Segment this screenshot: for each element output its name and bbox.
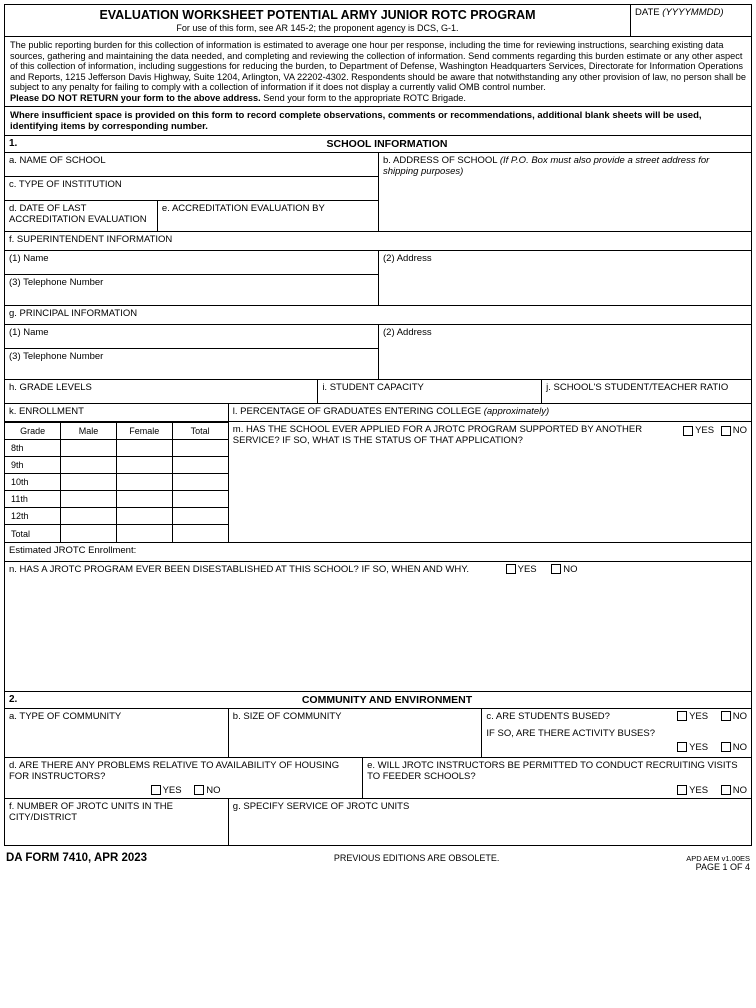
enrollment-table: Grade Male Female Total 8th 9th 10th 11t… [5,422,228,542]
checkbox-1n-yes[interactable] [506,564,516,574]
field-1h[interactable]: h. GRADE LEVELS [5,380,318,403]
field-1g2[interactable]: (2) Address [378,325,751,379]
field-1f3[interactable]: (3) Telephone Number [5,275,378,305]
checkbox-2d-no[interactable] [194,785,204,795]
checkbox-2c-yes[interactable] [677,711,687,721]
field-2f[interactable]: f. NUMBER OF JROTC UNITS IN THE CITY/DIS… [5,799,229,845]
checkbox-2e-yes[interactable] [677,785,687,795]
title-block: EVALUATION WORKSHEET POTENTIAL ARMY JUNI… [5,5,631,36]
field-1b[interactable]: b. ADDRESS OF SCHOOL (If P.O. Box must a… [378,153,751,231]
date-box[interactable]: DATE (YYYYMMDD) [631,5,751,36]
form-title: EVALUATION WORKSHEET POTENTIAL ARMY JUNI… [9,8,626,22]
field-1f2[interactable]: (2) Address [378,251,751,305]
checkbox-2e-no[interactable] [721,785,731,795]
footer-prev: PREVIOUS EDITIONS ARE OBSOLETE. [147,853,686,863]
burden-text: The public reporting burden for this col… [10,40,746,92]
form-subtitle: For use of this form, see AR 145-2; the … [9,23,626,33]
checkbox-1m-no[interactable] [721,426,731,436]
field-1f: f. SUPERINTENDENT INFORMATION [5,232,751,250]
form-footer: DA FORM 7410, APR 2023 PREVIOUS EDITIONS… [0,850,756,873]
field-2a[interactable]: a. TYPE OF COMMUNITY [5,709,229,757]
checkbox-1n-no[interactable] [551,564,561,574]
section-2-title: COMMUNITY AND ENVIRONMENT [23,692,751,708]
field-1m[interactable]: m. HAS THE SCHOOL EVER APPLIED FOR A JRO… [229,422,751,538]
burden-bold: Please DO NOT RETURN your form to the ab… [10,93,261,103]
field-1f1[interactable]: (1) Name [5,251,378,274]
field-1k: k. ENROLLMENT [5,404,228,422]
footer-form: DA FORM 7410, APR 2023 [6,852,147,864]
checkbox-2c-no[interactable] [721,711,731,721]
checkbox-2c2-yes[interactable] [677,742,687,752]
checkbox-1m-yes[interactable] [683,426,693,436]
footer-page: PAGE 1 OF 4 [686,863,750,873]
form-container: EVALUATION WORKSHEET POTENTIAL ARMY JUNI… [4,4,752,846]
date-label: DATE [635,7,660,18]
section-1-num: 1. [5,136,23,152]
checkbox-2c2-no[interactable] [721,742,731,752]
field-1-est[interactable]: Estimated JROTC Enrollment: [5,543,751,561]
field-1j[interactable]: j. SCHOOL'S STUDENT/TEACHER RATIO [542,380,751,403]
field-1e[interactable]: e. ACCREDITATION EVALUATION BY [158,201,378,231]
checkbox-2d-yes[interactable] [151,785,161,795]
burden-statement: The public reporting burden for this col… [5,37,751,107]
field-1n[interactable]: n. HAS A JROTC PROGRAM EVER BEEN DISESTA… [5,562,751,691]
insufficient-note: Where insufficient space is provided on … [5,107,751,136]
field-2c[interactable]: c. ARE STUDENTS BUSED? YES NO IF SO, ARE… [482,709,751,757]
field-1g1[interactable]: (1) Name [5,325,378,348]
field-1a[interactable]: a. NAME OF SCHOOL [5,153,378,176]
field-1l[interactable]: l. PERCENTAGE OF GRADUATES ENTERING COLL… [229,404,751,421]
section-1-title: SCHOOL INFORMATION [23,136,751,152]
field-1i[interactable]: i. STUDENT CAPACITY [318,380,542,403]
date-format: (YYYYMMDD) [662,7,723,18]
burden-tail: Send your form to the appropriate ROTC B… [261,93,466,103]
section-2-header: 2. COMMUNITY AND ENVIRONMENT [5,692,751,709]
field-1g3[interactable]: (3) Telephone Number [5,349,378,379]
field-1c[interactable]: c. TYPE OF INSTITUTION [5,177,378,200]
section-1-header: 1. SCHOOL INFORMATION [5,136,751,153]
field-2e[interactable]: e. WILL JROTC INSTRUCTORS BE PERMITTED T… [363,758,751,798]
field-2d[interactable]: d. ARE THERE ANY PROBLEMS RELATIVE TO AV… [5,758,363,798]
field-1d[interactable]: d. DATE OF LAST ACCREDITATION EVALUATION [5,201,158,231]
field-1g: g. PRINCIPAL INFORMATION [5,306,751,324]
field-2b[interactable]: b. SIZE OF COMMUNITY [229,709,483,757]
section-2-num: 2. [5,692,23,708]
field-2g[interactable]: g. SPECIFY SERVICE OF JROTC UNITS [229,799,751,845]
